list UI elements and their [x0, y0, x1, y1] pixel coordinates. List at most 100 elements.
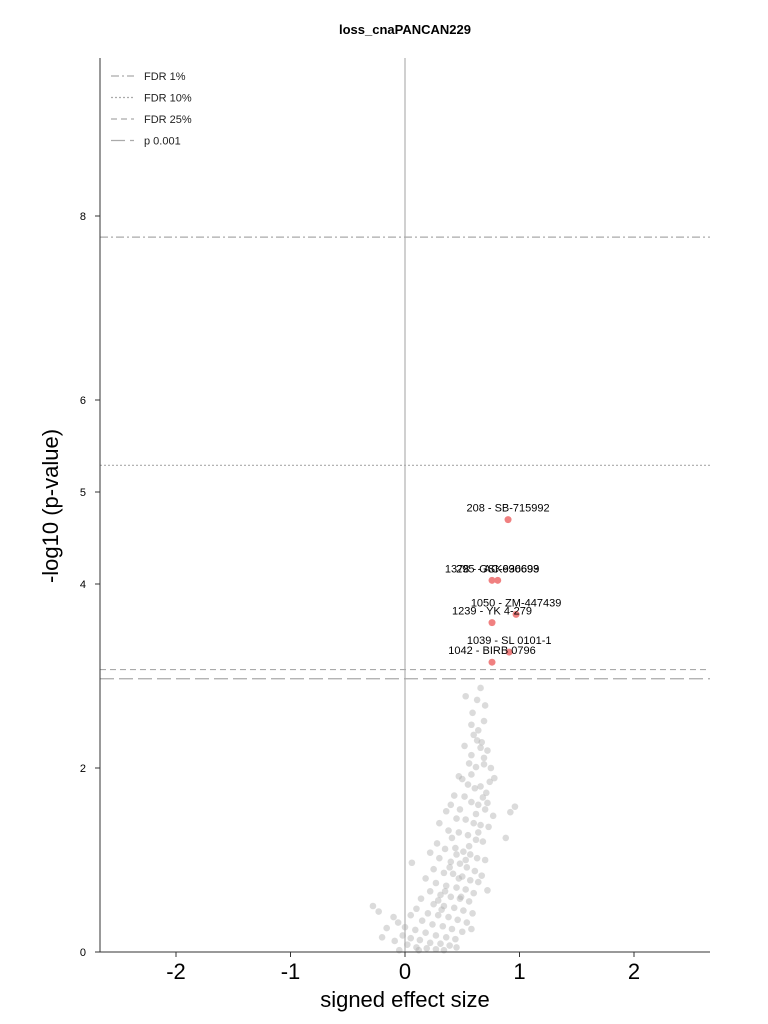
data-point: [474, 878, 482, 886]
data-point: [383, 924, 390, 932]
data-point: [477, 821, 484, 829]
data-point: [471, 784, 479, 792]
significant-point: [512, 610, 520, 618]
data-point: [489, 812, 497, 820]
data-point: [413, 944, 420, 951]
data-point: [471, 867, 479, 875]
data-point: [481, 806, 489, 813]
data-point: [458, 775, 466, 783]
data-point: [445, 827, 452, 834]
data-point: [394, 919, 402, 926]
data-point: [440, 902, 448, 910]
data-point: [441, 887, 449, 895]
data-point: [480, 754, 488, 762]
data-point: [482, 789, 490, 797]
significant-point-label: 1239 - YK 4-279: [452, 606, 532, 618]
data-point: [407, 911, 415, 919]
data-point: [458, 873, 466, 880]
y-tick-label: 0: [80, 947, 86, 959]
data-point: [479, 794, 487, 801]
data-point: [484, 747, 491, 754]
data-point: [478, 872, 486, 879]
data-point: [485, 823, 492, 831]
data-point: [486, 778, 494, 786]
data-point: [432, 945, 440, 953]
data-point: [481, 702, 489, 709]
significant-point-label: 1378 - GSK690693: [445, 563, 539, 575]
legend: FDR 1% FDR 10% FDR 25% p 0.001: [111, 71, 192, 148]
significant-point-label: 208 - SB-715992: [466, 503, 549, 515]
y-tick-label: 8: [80, 211, 86, 223]
data-point: [391, 937, 398, 945]
x-tick-label: 2: [628, 959, 640, 984]
significant-point-label: 295 - AC-936699: [456, 563, 539, 575]
data-point: [423, 945, 431, 952]
data-point: [479, 838, 487, 845]
data-point: [460, 848, 467, 856]
data-point: [477, 744, 484, 752]
y-axis-ticks: 0 2 4 5 6 8: [80, 211, 100, 959]
data-point: [460, 907, 467, 914]
data-point: [456, 860, 464, 867]
threshold-lines: [100, 236, 710, 680]
data-point: [452, 935, 459, 943]
data-point: [436, 819, 443, 827]
data-point: [456, 806, 464, 813]
data-point: [446, 942, 453, 949]
legend-label: FDR 25%: [144, 114, 192, 126]
data-point: [432, 932, 440, 939]
y-axis-label: -log10 (p-value): [38, 429, 63, 583]
data-point: [375, 908, 382, 915]
data-point: [463, 919, 471, 926]
data-point: [453, 944, 460, 951]
data-point: [470, 889, 478, 897]
legend-label: FDR 1%: [144, 71, 186, 83]
data-point: [416, 936, 424, 944]
data-point: [477, 783, 484, 790]
data-point: [473, 696, 481, 704]
data-point: [447, 858, 455, 866]
data-point: [453, 884, 460, 891]
x-tick-label: -2: [166, 959, 186, 984]
significant-point: [504, 516, 512, 524]
data-point: [430, 865, 437, 873]
data-point: [468, 925, 475, 933]
data-point: [511, 803, 519, 810]
data-point: [442, 807, 450, 815]
data-point: [455, 772, 463, 780]
data-point: [378, 933, 386, 941]
data-point: [472, 763, 480, 771]
data-point: [390, 913, 397, 921]
data-point: [426, 849, 434, 856]
data-point: [469, 910, 476, 917]
data-point: [470, 731, 478, 739]
data-point: [457, 893, 465, 901]
data-point: [439, 922, 447, 930]
data-point: [473, 737, 481, 744]
chart-title: loss_cnaPANCAN229: [339, 22, 471, 37]
data-point: [453, 815, 460, 822]
data-point: [446, 864, 453, 871]
x-tick-label: 1: [513, 959, 525, 984]
data-point: [464, 831, 472, 839]
data-point: [447, 801, 455, 809]
x-tick-label: 0: [399, 959, 411, 984]
data-point: [473, 854, 481, 862]
data-point: [430, 900, 437, 908]
data-point: [426, 887, 434, 895]
data-point: [418, 917, 426, 925]
data-point: [455, 829, 463, 836]
y-tick-label: 2: [80, 763, 86, 775]
data-point: [448, 925, 456, 933]
data-point: [477, 684, 484, 692]
data-point: [434, 911, 442, 919]
data-point: [465, 898, 473, 905]
data-point: [456, 895, 464, 902]
data-point: [462, 692, 469, 700]
data-point: [455, 875, 463, 882]
data-point: [429, 921, 436, 928]
significant-point-label: 1039 - SL 0101-1: [467, 635, 552, 647]
significant-point: [505, 648, 513, 656]
data-point: [465, 842, 473, 850]
